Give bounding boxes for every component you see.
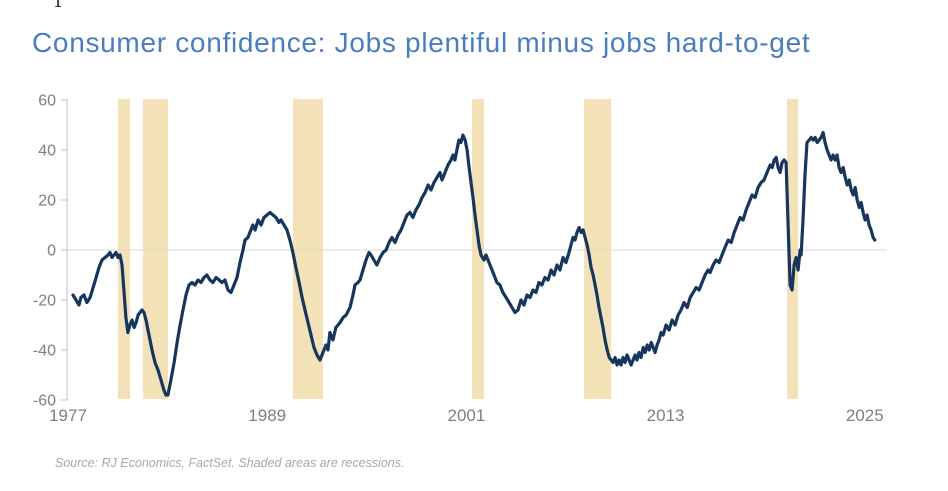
y-tick-label: 0 <box>47 243 56 260</box>
recession-band <box>472 99 484 399</box>
x-tick-label: 2013 <box>647 406 685 425</box>
source-note: Source: RJ Economics, FactSet. Shaded ar… <box>55 456 405 470</box>
chart-title: Consumer confidence: Jobs plentiful minu… <box>32 27 811 58</box>
y-tick-label: -60 <box>33 393 56 410</box>
recession-band <box>143 99 168 399</box>
x-tick-label: 2001 <box>447 406 485 425</box>
recession-band <box>787 99 799 399</box>
y-tick-label: -40 <box>33 343 56 360</box>
y-tick-label: 60 <box>38 93 56 110</box>
y-tick-label: -20 <box>33 293 56 310</box>
series-line <box>71 130 877 397</box>
recession-band <box>117 99 131 399</box>
y-tick-label: 40 <box>38 143 56 160</box>
x-tick-label: 1977 <box>49 406 87 425</box>
y-tick-label: 20 <box>38 193 56 210</box>
x-tick-label: 2025 <box>846 406 884 425</box>
x-tick-label: 1989 <box>248 406 286 425</box>
recession-band <box>292 99 323 399</box>
page-number: 1 <box>53 0 64 11</box>
